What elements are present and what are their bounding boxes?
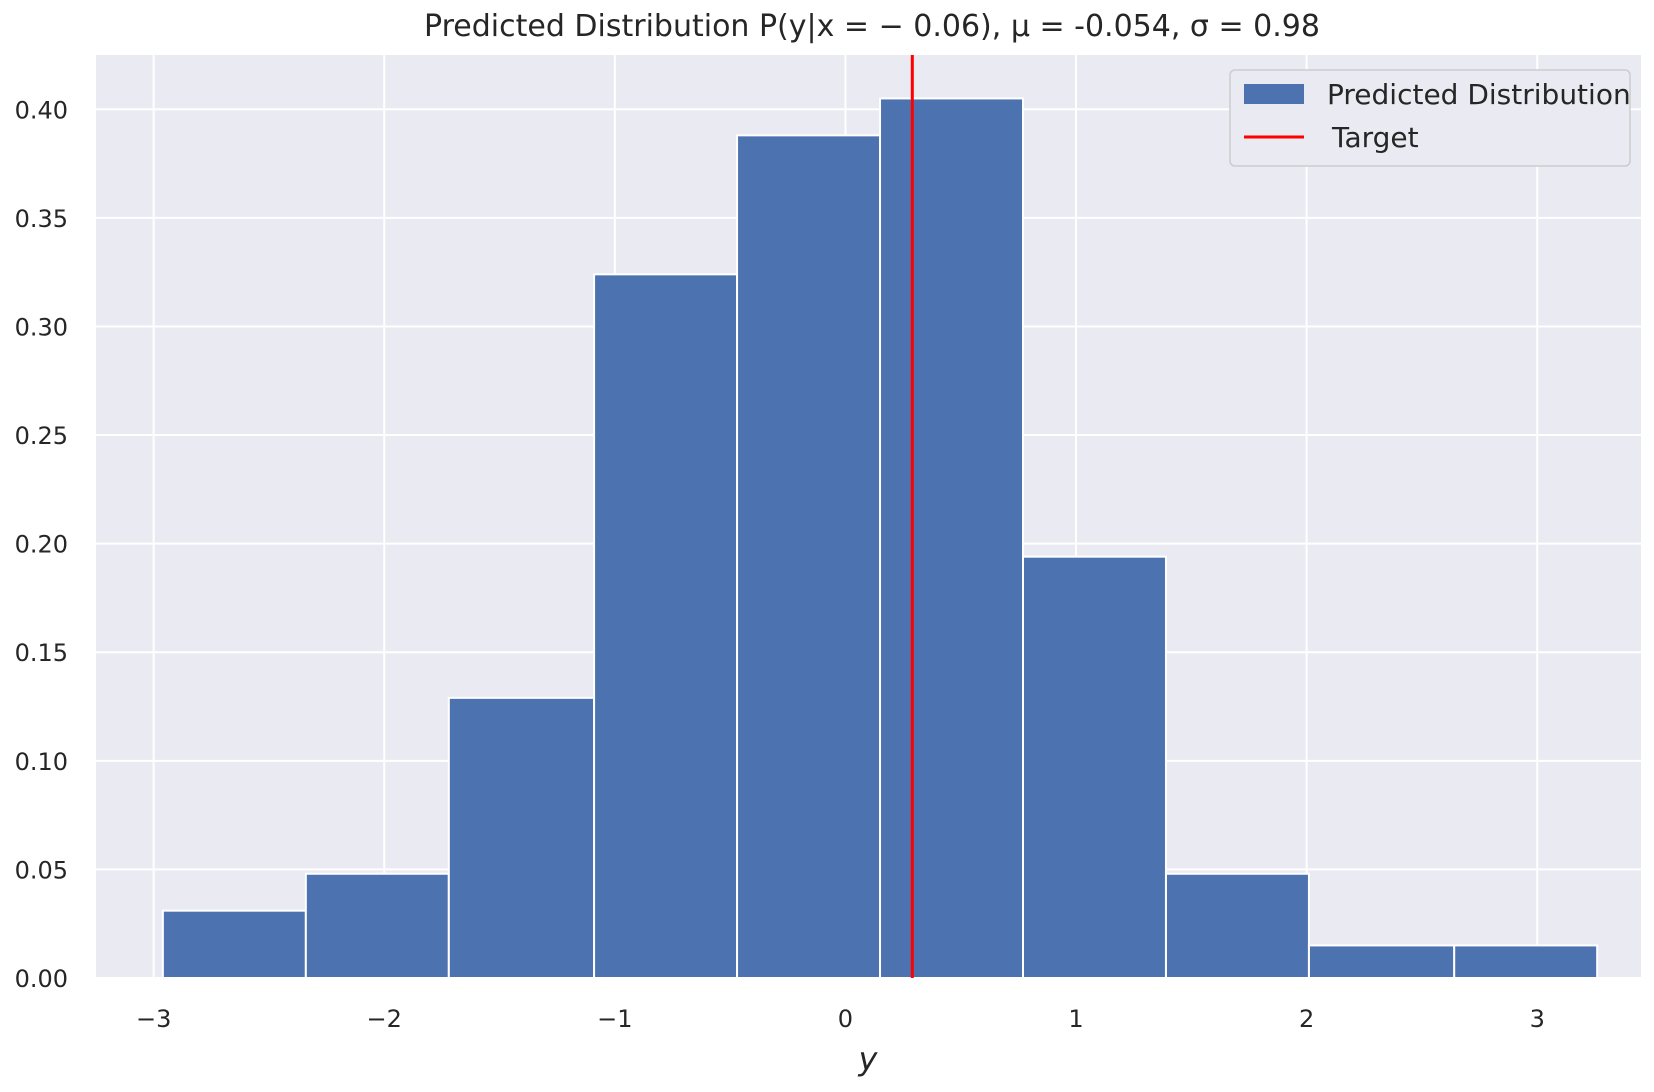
x-axis-label: y: [858, 1040, 879, 1078]
legend-label-predicted-distribution: Predicted Distribution: [1327, 78, 1631, 111]
histogram-bar: [447, 696, 596, 979]
legend: Predicted Distribution Target: [1229, 69, 1631, 167]
histogram-bar: [1022, 555, 1167, 980]
x-axis-ticks: −3 −2 −1 0 1 2 3: [136, 1005, 1545, 1033]
y-axis-ticks: 0.00 0.05 0.10 0.15 0.20 0.25 0.30 0.35 0.40: [15, 96, 68, 993]
x-tick-label: −1: [597, 1005, 632, 1033]
y-tick-label: 0.25: [15, 422, 68, 450]
x-tick-label: −2: [367, 1005, 402, 1033]
y-tick-label: 0.00: [15, 965, 68, 993]
y-tick-label: 0.30: [15, 313, 68, 341]
histogram-bar: [1453, 944, 1599, 979]
x-tick-label: 0: [838, 1005, 853, 1033]
x-tick-label: −3: [136, 1005, 171, 1033]
y-tick-label: 0.15: [15, 639, 68, 667]
y-tick-label: 0.20: [15, 531, 68, 559]
histogram-bar: [304, 872, 450, 980]
legend-patch-predicted-distribution: [1244, 84, 1304, 104]
legend-box: [1229, 69, 1631, 167]
y-tick-label: 0.05: [15, 856, 68, 884]
histogram-bar: [736, 134, 882, 980]
histogram-bar: [161, 909, 307, 979]
y-tick-label: 0.40: [15, 96, 68, 124]
x-tick-label: 3: [1530, 1005, 1545, 1033]
chart-title: Predicted Distribution P(y|x = − 0.06), …: [424, 9, 1320, 44]
histogram-bars: [161, 97, 1599, 980]
x-tick-label: 2: [1299, 1005, 1314, 1033]
histogram-bar: [593, 273, 739, 980]
histogram-bar: [1164, 872, 1310, 980]
legend-label-target: Target: [1331, 121, 1419, 154]
histogram-bar: [879, 97, 1024, 979]
histogram-bar: [1307, 944, 1456, 979]
y-tick-label: 0.35: [15, 205, 68, 233]
y-tick-label: 0.10: [15, 748, 68, 776]
x-tick-label: 1: [1068, 1005, 1083, 1033]
